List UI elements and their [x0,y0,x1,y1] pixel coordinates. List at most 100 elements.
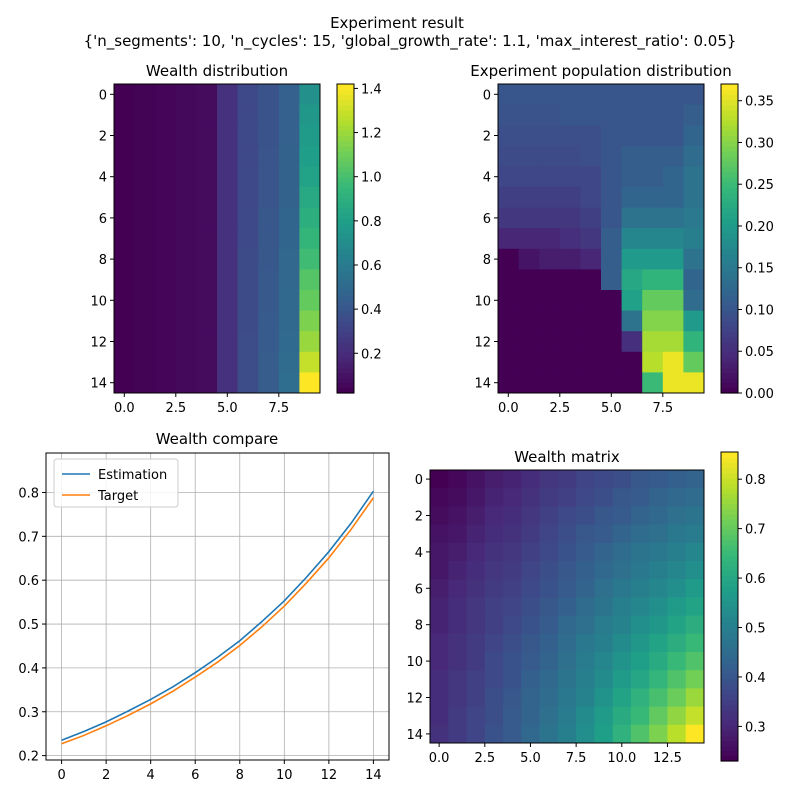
heatmap-cell [667,561,687,580]
heatmap-cell [601,351,623,373]
heatmap-cell [278,372,300,394]
heatmap-cell [155,166,177,188]
heatmap-cell [539,652,559,671]
heatmap-cell [134,290,156,312]
heatmap-cell [466,724,486,744]
heatmap-cell [196,125,218,147]
heatmap-cell [134,84,156,106]
colorbar-segment [721,387,738,394]
colorbar-segment [337,120,354,126]
colorbar-segment [337,181,354,188]
heatmap-cell [299,372,321,394]
heatmap-cell [196,166,218,188]
colorbar-segment [721,549,738,556]
heatmap-cell [662,351,684,373]
heatmap-cell [518,372,540,394]
heatmap-cell [539,248,561,270]
heatmap-cell [448,488,468,507]
heatmap-cell [557,506,577,526]
legend-label: Estimation [98,468,167,483]
heatmap-cell [114,166,136,188]
colorbar-segment [721,274,738,281]
figure-subtitle: {'n_segments': 10, 'n_cycles': 15, 'glob… [84,32,737,51]
x-tick-label: 0 [57,768,65,783]
heatmap-cell [594,488,614,507]
y-tick-label: 0.8 [18,486,39,501]
y-tick-label: 6 [483,212,491,227]
heatmap-cell [134,104,156,126]
heatmap-cell [642,207,664,229]
heatmap-cell [667,615,687,635]
x-tick-label: 0.0 [114,401,135,416]
heatmap-cell [258,290,280,312]
heatmap-cell [278,290,300,312]
heatmap-cell [217,248,239,270]
heatmap-cell [683,372,705,394]
heatmap-cell [685,470,705,489]
heatmap-cell [630,597,650,617]
heatmap-cell [155,331,177,353]
colorbar-segment [337,166,354,173]
colorbar-segment [337,259,354,265]
heatmap-cell [484,724,504,744]
heatmap-cell [484,579,504,598]
colorbar-segment [721,305,738,312]
colorbar-segment [337,295,354,301]
x-tick-label: 2.5 [165,401,186,416]
colorbar-tick-label: 0.6 [361,259,382,274]
heatmap-cell [237,84,259,106]
heatmap-cell [612,506,632,526]
colorbar-tick-label: 0.3 [745,720,766,735]
colorbar-segment [337,84,354,90]
heatmap-cell [237,351,259,373]
heatmap-cell [559,187,581,209]
heatmap-cell [448,542,468,562]
heatmap-cell [498,166,520,188]
heatmap-cell [539,542,559,562]
heatmap-cell [621,372,643,394]
heatmap-cell [430,724,449,744]
y-tick-label: 14 [90,377,107,392]
heatmap-cell [278,84,300,106]
heatmap-cell [430,652,449,671]
colorbar-segment [721,156,738,162]
y-tick-label: 10 [406,655,423,670]
heatmap-cell [484,652,504,671]
colorbar-tick-label: 0.4 [745,671,766,686]
colorbar-segment [721,382,738,389]
heatmap-cell [539,290,561,312]
heatmap-cell [196,248,218,270]
y-tick-label: 10 [474,294,491,309]
heatmap-cell [649,506,668,526]
heatmap-cell [594,633,614,653]
colorbar-segment [721,94,738,101]
heatmap-cell [466,470,486,489]
colorbar-segment [721,524,738,530]
heatmap-cell [649,470,668,489]
colorbar-segment [337,331,354,337]
heatmap-cell [662,331,684,353]
heatmap-cell [466,706,486,726]
colorbar-segment [721,518,738,525]
heatmap-cell [630,688,650,708]
heatmap-cell [630,706,650,726]
colorbar-segment [721,89,738,95]
heatmap-cell [559,372,581,394]
heatmap-cell [559,104,581,126]
heatmap-cell [667,542,687,562]
colorbar-segment [721,472,738,479]
colorbar-segment [721,616,738,623]
x-tick-label: 7.5 [652,401,673,416]
heatmap-cell [299,84,321,106]
heatmap-cell [580,372,602,394]
heatmap-cell [237,310,259,332]
colorbar-tick-label: 0.00 [745,387,774,402]
colorbar-tick-label: 0.8 [745,473,766,488]
colorbar-tick-label: 0.25 [745,178,774,193]
colorbar-segment [337,89,354,95]
heatmap-cell [466,597,486,617]
colorbar-segment [337,377,354,384]
heatmap-cell [114,125,136,147]
colorbar-segment [721,585,738,592]
x-tick-label: 2 [102,768,110,783]
